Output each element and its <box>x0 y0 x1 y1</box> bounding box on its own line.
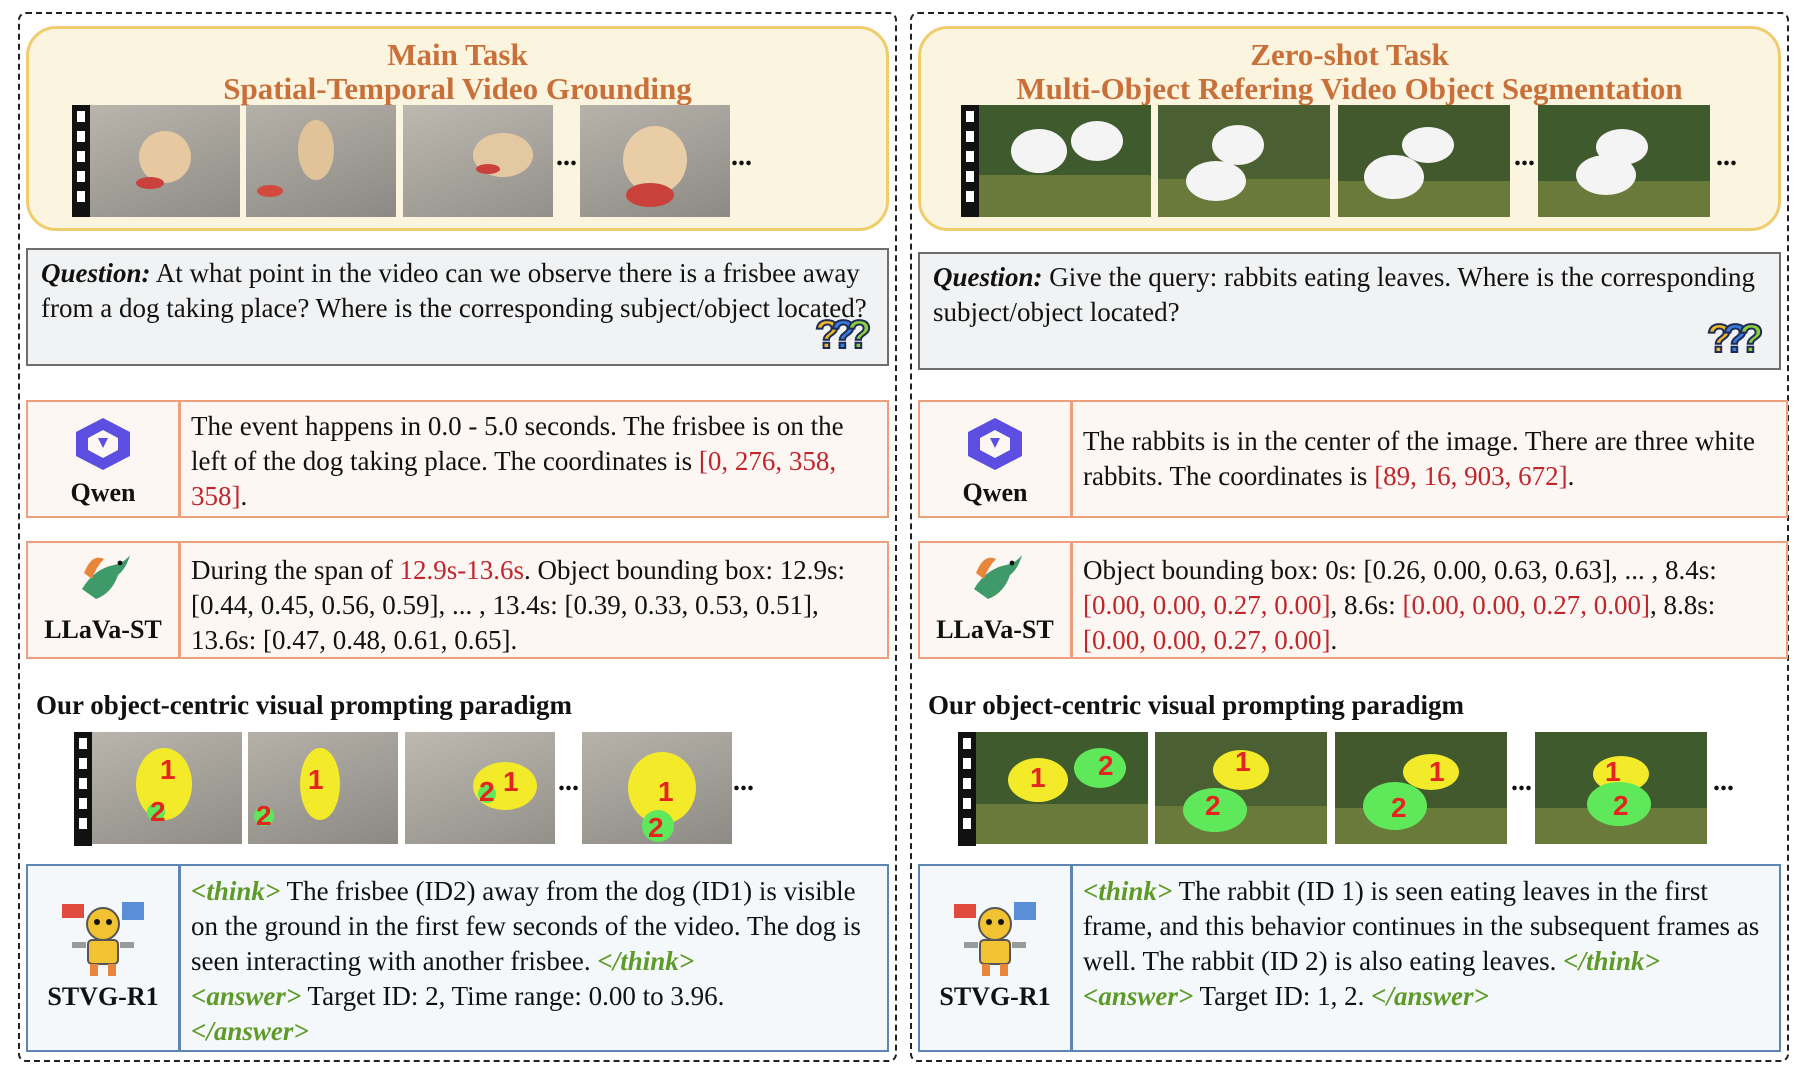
svg-text:?: ? <box>847 313 871 356</box>
zero-shot-header: Zero-shot Task Multi-Object Refering Vid… <box>918 26 1781 231</box>
object-id-label: 1 <box>1605 756 1621 787</box>
video-frame <box>580 105 730 217</box>
llava-name: LLaVa-ST <box>936 615 1054 644</box>
video-frame <box>979 105 1151 217</box>
stvg-name: STVG-R1 <box>47 982 159 1011</box>
object-id-label: 1 <box>658 776 674 807</box>
object-id-label: 2 <box>648 812 664 843</box>
qwen-response-box: Qwen The rabbits is in the center of the… <box>918 400 1788 518</box>
object-id-label: 1 <box>1429 756 1445 787</box>
robot-mascot-icon <box>954 902 1036 976</box>
object-id-label: 1 <box>1235 746 1251 777</box>
object-id-label: 2 <box>1613 790 1629 821</box>
object-id-label: 1 <box>308 764 324 795</box>
prompted-frame: 1 2 <box>1335 732 1507 844</box>
llava-response-text: Object bounding box: 0s: [0.26, 0.00, 0.… <box>1083 555 1717 655</box>
llava-time-span: 12.9s-13.6s <box>399 555 524 585</box>
object-id-label: 2 <box>150 796 166 827</box>
ellipsis: ... <box>733 766 754 797</box>
video-frame <box>1338 105 1510 217</box>
hummingbird-logo-icon <box>974 555 1022 599</box>
main-task-panel: Main Task Spatial-Temporal Video Groundi… <box>18 12 897 1062</box>
paradigm-title: Our object-centric visual prompting para… <box>928 690 1464 720</box>
robot-mascot-icon <box>62 902 144 976</box>
svg-text:?: ? <box>1739 317 1763 360</box>
qwen-response-text: The event happens in 0.0 - 5.0 seconds. … <box>191 411 844 511</box>
video-frame <box>403 105 553 217</box>
ellipsis: ... <box>556 141 577 172</box>
zero-shot-title: Zero-shot Task <box>1250 37 1449 72</box>
object-id-label: 2 <box>1098 750 1114 781</box>
ellipsis: ... <box>1713 766 1734 797</box>
ellipsis: ... <box>558 766 579 797</box>
object-id-label: 2 <box>256 800 272 831</box>
qwen-response-text: The rabbits is in the center of the imag… <box>1083 426 1755 491</box>
question-marks-icon: ? ? ? <box>814 312 872 356</box>
llava-response-box: LLaVa-ST During the span of 12.9s-13.6s.… <box>26 541 889 659</box>
filmstrip-icon <box>961 105 979 217</box>
video-frame <box>246 105 396 217</box>
prompted-frame: 1 2 <box>582 732 732 844</box>
object-id-label: 1 <box>160 754 176 785</box>
object-id-label: 1 <box>503 766 519 797</box>
prompted-frame: 1 2 <box>976 732 1148 844</box>
question-label: Question: <box>41 258 151 288</box>
video-frame <box>1538 105 1710 217</box>
stvg-response-box: STVG-R1 <think> The frisbee (ID2) away f… <box>26 864 889 1052</box>
object-id-label: 2 <box>1205 790 1221 821</box>
ellipsis: ... <box>1716 141 1737 172</box>
filmstrip-icon <box>74 732 92 846</box>
ellipsis: ... <box>1514 141 1535 172</box>
qwen-logo-icon <box>76 418 130 470</box>
question-box: Question: Give the query: rabbits eating… <box>918 252 1781 370</box>
video-frame <box>1158 105 1330 217</box>
stvg-response-text: <think> The rabbit (ID 1) is seen eating… <box>1083 876 1760 1011</box>
question-label: Question: <box>933 262 1043 292</box>
question-box: Question: At what point in the video can… <box>26 248 889 366</box>
stvg-name: STVG-R1 <box>939 982 1051 1011</box>
qwen-coordinates: [0, 276, 358, 358] <box>191 446 837 511</box>
stvg-response-box: STVG-R1 <think> The rabbit (ID 1) is see… <box>918 864 1781 1052</box>
prompted-frame: 2 1 <box>405 732 555 844</box>
svg-text:?: ? <box>815 313 839 356</box>
qwen-logo-icon <box>968 418 1022 470</box>
object-id-label: 2 <box>479 776 495 807</box>
qwen-name: Qwen <box>962 478 1028 507</box>
filmstrip-icon <box>958 732 976 846</box>
object-id-label: 2 <box>1391 792 1407 823</box>
hummingbird-logo-icon <box>82 555 130 599</box>
qwen-name: Qwen <box>70 478 136 507</box>
svg-text:?: ? <box>1723 317 1747 360</box>
prompted-frame: 1 2 <box>248 732 398 844</box>
stvg-response-text: <think> The frisbee (ID2) away from the … <box>191 876 861 1046</box>
qwen-coordinates: [89, 16, 903, 672] <box>1374 461 1568 491</box>
llava-response-box: LLaVa-ST Object bounding box: 0s: [0.26,… <box>918 541 1788 659</box>
main-task-subtitle: Spatial-Temporal Video Grounding <box>223 71 692 106</box>
svg-text:?: ? <box>831 313 855 356</box>
question-marks-icon: ? ? ? <box>1706 316 1764 360</box>
question-text: Give the query: rabbits eating leaves. W… <box>933 262 1756 327</box>
ellipsis: ... <box>731 141 752 172</box>
object-id-label: 1 <box>1030 762 1046 793</box>
zero-shot-task-panel: Zero-shot Task Multi-Object Refering Vid… <box>910 12 1789 1062</box>
paradigm-title: Our object-centric visual prompting para… <box>36 690 572 720</box>
ellipsis: ... <box>1511 766 1532 797</box>
qwen-response-box: Qwen The event happens in 0.0 - 5.0 seco… <box>26 400 889 518</box>
filmstrip-icon <box>72 105 90 217</box>
video-frame <box>90 105 240 217</box>
main-task-title: Main Task <box>387 37 528 72</box>
llava-name: LLaVa-ST <box>44 615 162 644</box>
main-task-header: Main Task Spatial-Temporal Video Groundi… <box>26 26 889 231</box>
prompted-frame: 1 2 <box>1155 732 1327 844</box>
question-text: At what point in the video can we observ… <box>41 258 867 323</box>
llava-response-text: During the span of 12.9s-13.6s. Object b… <box>191 555 845 655</box>
prompted-frame: 1 2 <box>1535 732 1707 844</box>
prompted-frame: 1 2 <box>92 732 242 844</box>
zero-shot-subtitle: Multi-Object Refering Video Object Segme… <box>1016 71 1683 106</box>
svg-text:?: ? <box>1707 317 1731 360</box>
